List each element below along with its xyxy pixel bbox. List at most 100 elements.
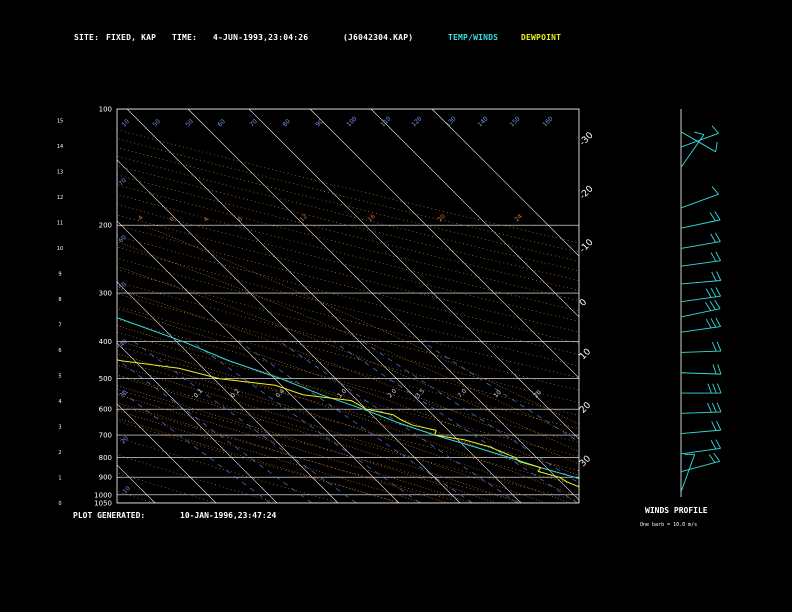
wind-barb-flag [716, 420, 722, 431]
left-theta-label: 10 [121, 485, 131, 495]
wind-barb-flag [710, 252, 717, 262]
mixing-ratio-line [238, 341, 473, 503]
left-theta-label: 30 [118, 389, 128, 399]
theta-label: 120 [410, 115, 423, 128]
isotherm-line [0, 109, 33, 503]
dry-adiabat [117, 374, 579, 502]
moist-adiabat [117, 308, 579, 477]
wind-barb-flag [711, 271, 717, 282]
isotherm-line [126, 109, 522, 503]
wind-barb-flag [714, 211, 721, 221]
wind-barb-shaft [680, 241, 721, 249]
dry-adiabat [117, 224, 579, 344]
moist-adiabat [117, 340, 579, 498]
file-id: (J6042304.KAP) [343, 33, 414, 42]
isotherm-line [117, 403, 217, 503]
left-theta-label: 40 [118, 338, 128, 348]
legend-temp-winds: TEMP/WINDS [448, 33, 499, 42]
site-value: FIXED, KAP [106, 33, 157, 42]
isotherm-line [309, 109, 579, 379]
dry-adiabat [117, 194, 579, 312]
wind-barb-shaft [680, 131, 716, 153]
dry-adiabat [117, 491, 154, 503]
dry-adiabat [117, 437, 340, 503]
height-tick-label: 15 [57, 119, 63, 125]
moist-label: -4 [135, 214, 144, 223]
wind-barb-flag [717, 383, 722, 394]
mixing-ratio-label: 7.0 [456, 388, 468, 400]
wind-barb-flag [711, 402, 717, 413]
height-tick-label: 12 [57, 195, 63, 201]
wind-barb-shaft [680, 372, 721, 375]
mixing-ratio-line [191, 341, 421, 503]
height-tick-label: 0 [58, 501, 61, 507]
moist-label: 8 [236, 216, 244, 224]
right-temp-label: 10 [578, 347, 593, 362]
isotherm-line [117, 281, 339, 503]
wind-barb-shaft [680, 411, 721, 414]
wind-barb-flag [707, 383, 712, 394]
theta-label: 100 [345, 115, 358, 128]
wind-barb-shaft [680, 260, 721, 267]
theta-label: 70 [248, 118, 258, 128]
wind-barb-flag [709, 300, 716, 310]
dry-adiabat [117, 165, 579, 281]
wind-barb-flag [712, 364, 717, 375]
moist-adiabat [117, 241, 579, 439]
wind-barb-flag [710, 318, 717, 328]
dry-adiabat [117, 404, 464, 503]
theta-label: 50 [151, 118, 161, 128]
right-temp-label: -20 [578, 184, 596, 202]
wind-barb-flag [710, 440, 717, 450]
dry-adiabat [117, 454, 278, 503]
wind-barb-shaft [680, 193, 719, 209]
pressure-tick-label: 400 [99, 338, 112, 346]
site-label: SITE: [74, 33, 100, 42]
dry-adiabat [117, 345, 579, 472]
height-tick-label: 13 [57, 170, 63, 176]
wind-barb-shaft [680, 219, 721, 229]
left-theta-label: 50 [117, 281, 127, 291]
mixing-ratio-line [362, 341, 579, 484]
mixing-ratio-label: 0.1 [192, 388, 204, 400]
mixing-ratio-line [279, 341, 518, 503]
moist-adiabat [117, 375, 522, 503]
mixing-ratio-line [332, 341, 578, 503]
dewpoint-profile [117, 359, 579, 488]
dry-adiabat [117, 204, 579, 322]
dry-adiabat [117, 293, 579, 416]
wind-barb-flag [716, 341, 722, 352]
mixing-ratio-label: 10 [492, 389, 502, 399]
wind-barb-shaft [680, 460, 720, 473]
moist-adiabat [117, 325, 579, 488]
wind-barb-flag [716, 402, 722, 413]
wind-barb-flag [715, 317, 722, 327]
height-tick-label: 5 [58, 374, 61, 380]
wind-barb-shaft [680, 326, 721, 333]
dry-adiabat [117, 184, 579, 301]
barb-note: One barb = 10.0 m/s [640, 522, 698, 528]
wind-barb-flag [715, 251, 722, 261]
time-value: 4-JUN-1993,23:04:26 [213, 33, 309, 42]
pressure-tick-label: 300 [99, 290, 112, 298]
height-tick-label: 3 [58, 425, 61, 431]
theta-label: 150 [508, 115, 521, 128]
right-temp-label: -10 [578, 237, 596, 255]
dry-adiabat [117, 359, 579, 486]
wind-barb-flag [714, 232, 721, 242]
moist-adiabat [117, 417, 400, 503]
left-theta-label: 20 [119, 435, 129, 445]
moist-adiabat [117, 364, 546, 503]
right-temp-label: 20 [578, 400, 593, 415]
legend-dewpoint: DEWPOINT [521, 33, 562, 42]
plot-generated-label: PLOT GENERATED: [73, 511, 146, 520]
isotherm-line [0, 109, 94, 503]
wind-barb-flag [704, 301, 712, 311]
dry-adiabat [117, 174, 579, 291]
wind-barb-flag [711, 421, 717, 431]
height-tick-label: 2 [58, 450, 61, 456]
theta-label: 90 [314, 118, 324, 128]
wind-barb-flag [710, 233, 717, 243]
height-tick-label: 7 [58, 323, 61, 329]
moist-adiabat [117, 394, 473, 503]
